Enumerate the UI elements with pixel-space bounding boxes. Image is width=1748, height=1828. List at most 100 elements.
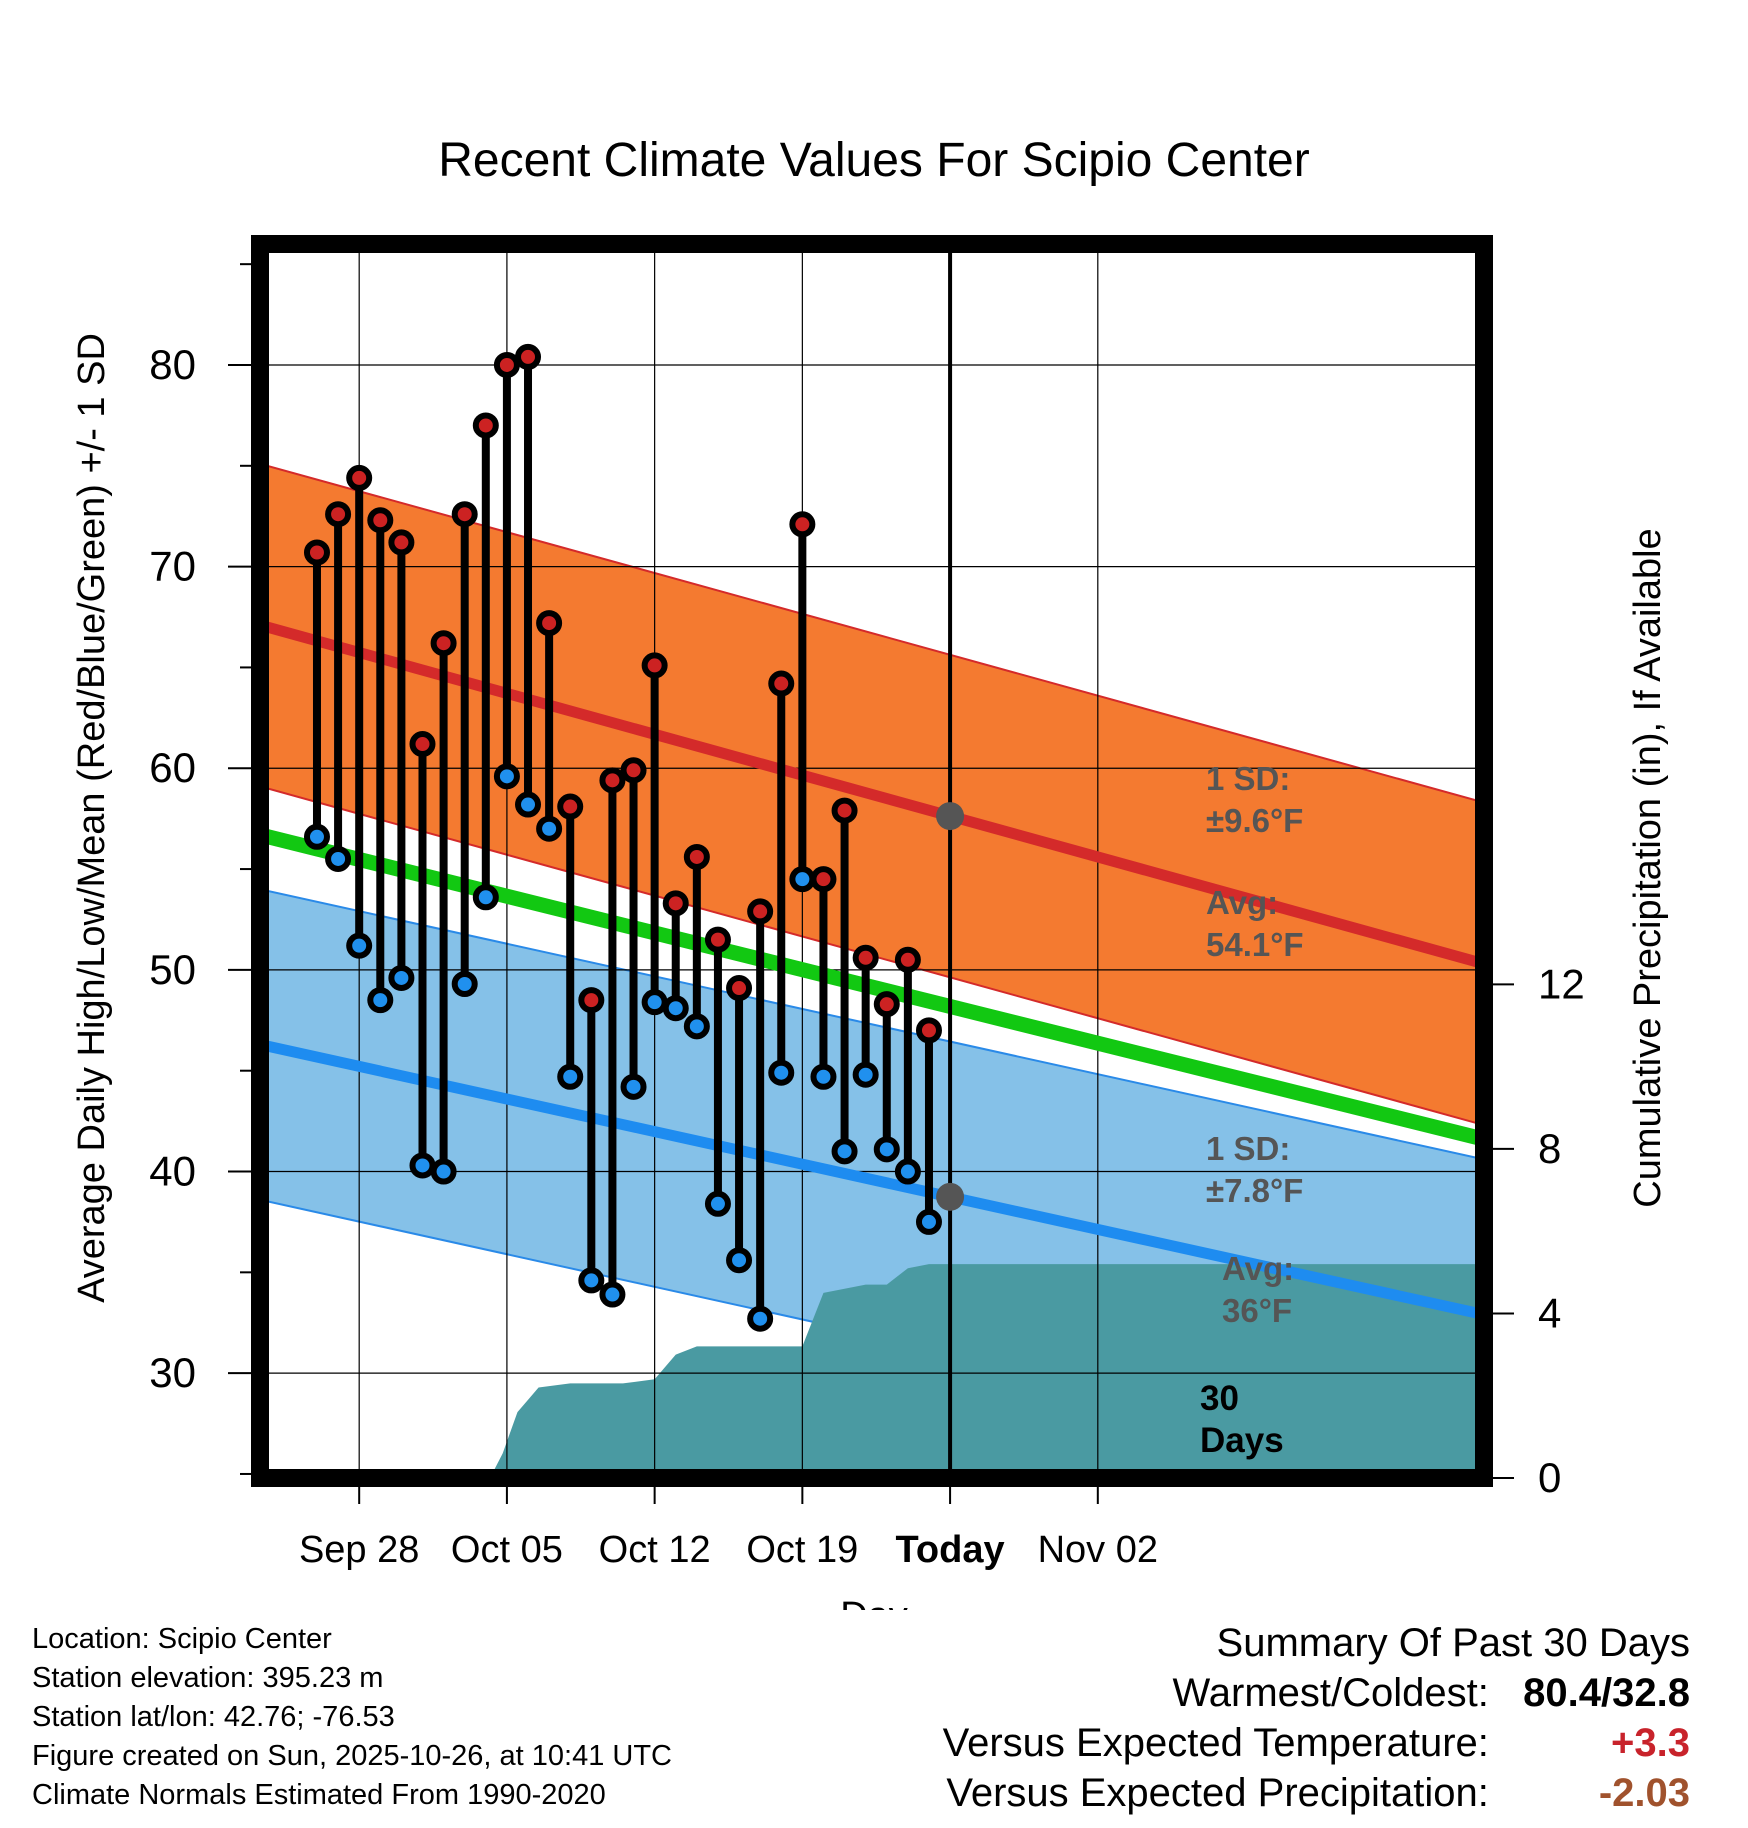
summary-temp-label: Versus Expected Temperature: [942, 1721, 1489, 1765]
y2-tick-label: 12 [1538, 960, 1585, 1007]
daily-low-point [831, 1138, 858, 1165]
y2-tick-label: 8 [1538, 1125, 1561, 1172]
daily-high-point [894, 946, 921, 973]
days-annotation: 30 Days [1200, 1379, 1284, 1460]
info-latlon: Station lat/lon: 42.76; -76.53 [32, 1701, 395, 1733]
summary-precip-label: Versus Expected Precipitation: [946, 1771, 1489, 1815]
daily-high-point [599, 767, 626, 794]
y-tick-label: 40 [149, 1148, 196, 1195]
daily-low-point [726, 1247, 753, 1274]
climate-chart: 1 SD: ±9.6°F Avg: 54.1°F 1 SD: ±7.8°F Avg: 36°F… [71, 134, 1669, 1610]
daily-low-point [789, 866, 816, 893]
y-axis-title: Average Daily High/Low/Mean (Red/Blue/Gr… [71, 333, 113, 1303]
y-tick-label: 80 [149, 341, 196, 388]
x-tick-label: Oct 05 [451, 1529, 563, 1571]
daily-low-point [620, 1073, 647, 1100]
summary-warm-cold-label: Warmest/Coldest: [1172, 1671, 1489, 1715]
y2-tick-label: 0 [1538, 1454, 1561, 1501]
summary-panel: Summary Of Past 30 Days Warmest/Coldest:… [943, 1618, 1690, 1818]
station-info: Location: Scipio Center Station elevatio… [32, 1620, 672, 1815]
today-high-marker [936, 802, 965, 831]
summary-precip: Versus Expected Precipitation: -2.03 [943, 1768, 1690, 1818]
daily-high-point [388, 529, 415, 556]
daily-low-point [578, 1267, 605, 1294]
info-elevation: Station elevation: 395.23 m [32, 1662, 384, 1694]
daily-high-point [430, 630, 457, 657]
daily-high-point [325, 501, 352, 528]
y-tick-label: 50 [149, 946, 196, 993]
plot-frame [251, 235, 1493, 1487]
daily-low-point [409, 1152, 436, 1179]
daily-high-point [873, 991, 900, 1018]
summary-temp: Versus Expected Temperature: +3.3 [943, 1718, 1690, 1768]
chart-title: Recent Climate Values For Scipio Center [438, 134, 1309, 187]
daily-low-point [768, 1059, 795, 1086]
daily-low-point [472, 884, 499, 911]
daily-low-point [894, 1158, 921, 1185]
daily-high-point [515, 343, 542, 370]
summary-precip-value: -2.03 [1598, 1771, 1690, 1815]
y2-axis-title: Cumulative Precipitation (in), If Availa… [1627, 528, 1669, 1207]
daily-high-point [831, 797, 858, 824]
daily-low-point [388, 964, 415, 991]
daily-low-point [451, 970, 478, 997]
summary-warm-cold: Warmest/Coldest: 80.4/32.8 [943, 1668, 1691, 1718]
daily-high-point [536, 610, 563, 637]
daily-high-point [747, 898, 774, 925]
today-low-marker [936, 1182, 965, 1211]
daily-high-point [789, 511, 816, 538]
daily-low-point [346, 932, 373, 959]
daily-high-point [683, 843, 710, 870]
daily-low-point [599, 1281, 626, 1308]
summary-temp-value: +3.3 [1611, 1721, 1690, 1765]
x-tick-label: Oct 19 [746, 1529, 858, 1571]
daily-high-point [578, 987, 605, 1014]
y-tick-label: 60 [149, 744, 196, 791]
daily-low-point [367, 987, 394, 1014]
daily-low-point [515, 791, 542, 818]
low-avg-annotation: Avg: 36°F [1222, 1250, 1294, 1329]
daily-high-point [367, 507, 394, 534]
daily-low-point [303, 823, 330, 850]
y-tick-label: 70 [149, 543, 196, 590]
info-location: Location: Scipio Center [32, 1623, 332, 1655]
daily-low-point [557, 1063, 584, 1090]
y-tick-label: 30 [149, 1349, 196, 1396]
daily-low-point [493, 763, 520, 790]
daily-high-point [704, 926, 731, 953]
info-normals: Climate Normals Estimated From 1990-2020 [32, 1779, 606, 1811]
daily-high-point [472, 412, 499, 439]
daily-high-point [346, 464, 373, 491]
daily-high-point [662, 890, 689, 917]
daily-low-point [325, 845, 352, 872]
y2-tick-label: 4 [1538, 1289, 1561, 1336]
x-tick-label: Oct 12 [599, 1529, 711, 1571]
daily-low-point [873, 1136, 900, 1163]
daily-low-point [704, 1190, 731, 1217]
daily-low-point [810, 1063, 837, 1090]
daily-high-point [810, 866, 837, 893]
daily-high-point [852, 944, 879, 971]
daily-low-point [747, 1305, 774, 1332]
daily-low-point [536, 815, 563, 842]
daily-high-point [557, 793, 584, 820]
info-created: Figure created on Sun, 2025-10-26, at 10… [32, 1740, 672, 1772]
x-tick-label: Sep 28 [299, 1529, 419, 1571]
daily-low-point [662, 995, 689, 1022]
daily-high-point [493, 351, 520, 378]
daily-high-point [303, 539, 330, 566]
daily-high-point [768, 670, 795, 697]
x-axis-title: Day [840, 1595, 908, 1610]
summary-title: Summary Of Past 30 Days [1216, 1621, 1690, 1665]
summary-warm-cold-value: 80.4/32.8 [1523, 1671, 1690, 1715]
low-avg-line [260, 1039, 1484, 1321]
high-sd-annotation: 1 SD: ±9.6°F [1206, 760, 1303, 839]
daily-high-point [409, 731, 436, 758]
daily-low-point [915, 1208, 942, 1235]
x-tick-label: Today [896, 1529, 1005, 1571]
daily-low-point [641, 989, 668, 1016]
daily-low-point [683, 1013, 710, 1040]
daily-low-point [852, 1061, 879, 1088]
daily-low-point [430, 1158, 457, 1185]
precip-area [492, 1264, 1484, 1478]
